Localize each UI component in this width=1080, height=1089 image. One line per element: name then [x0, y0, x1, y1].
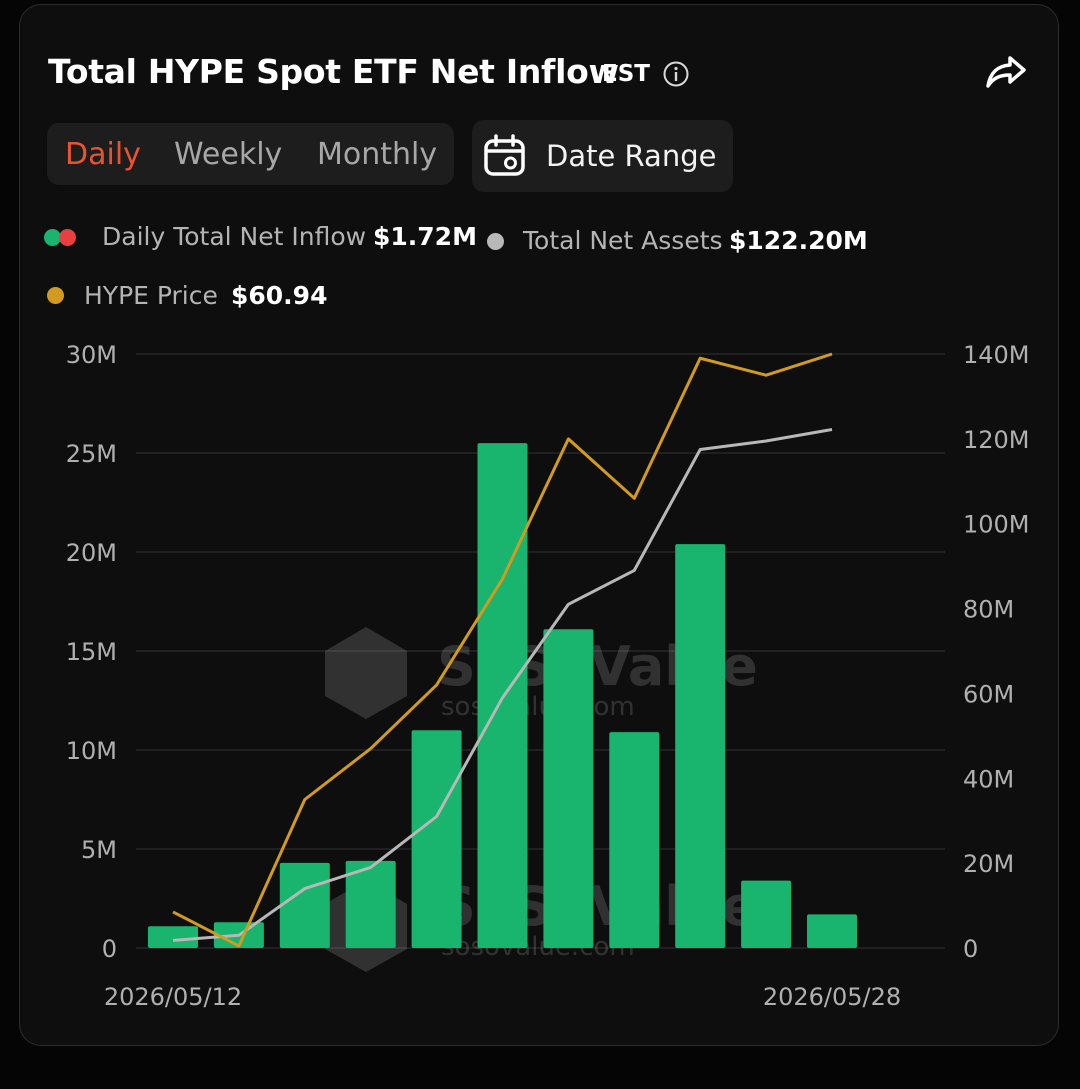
- tab-daily[interactable]: Daily: [65, 137, 141, 172]
- right-tick-label: 100M: [963, 511, 1030, 539]
- watermark-logo: [325, 627, 407, 719]
- tab-weekly[interactable]: Weekly: [174, 137, 283, 172]
- watermark-url: sosovalue.com: [441, 692, 635, 722]
- legend-inflow-value: $1.72M: [373, 222, 477, 251]
- inflow-bar: [148, 926, 198, 948]
- price-dot: [47, 287, 64, 304]
- left-tick-label: 25M: [66, 440, 117, 468]
- right-tick-label: 60M: [963, 680, 1014, 708]
- date-range-label: Date Range: [546, 139, 717, 173]
- assets-dot: [487, 233, 504, 250]
- inflow-bar: [345, 860, 396, 948]
- inflow-bar: [807, 914, 857, 948]
- date-range-button[interactable]: Date Range: [472, 120, 733, 192]
- left-tick-label: 5M: [81, 836, 117, 864]
- right-tick-label: 20M: [963, 850, 1014, 878]
- inflow-bar: [411, 730, 462, 948]
- left-tick-label: 0: [102, 935, 117, 963]
- watermark-url-2: sosovalue.com: [441, 932, 635, 962]
- x-label-last: 2026/05/28: [763, 983, 901, 1011]
- legend-assets-value: $122.20M: [729, 226, 868, 255]
- period-tabs: Daily Weekly Monthly: [47, 123, 454, 185]
- legend-price-value: $60.94: [231, 281, 328, 310]
- legend-inflow-label: Daily Total Net Inflow: [102, 222, 367, 251]
- inflow-bar: [741, 880, 792, 948]
- series-lines: [172, 352, 833, 948]
- left-axis-ticks: 0 5M 10M 15M 20M 25M 30M: [66, 341, 117, 963]
- right-tick-label: 40M: [963, 765, 1014, 793]
- x-label-first: 2026/05/12: [104, 983, 242, 1011]
- inflow-bar: [609, 732, 660, 948]
- info-icon[interactable]: [662, 60, 690, 88]
- left-tick-label: 20M: [66, 539, 117, 567]
- legend-price-label: HYPE Price: [84, 281, 218, 310]
- share-icon[interactable]: [984, 54, 1028, 90]
- right-tick-label: 0: [963, 935, 978, 963]
- inflow-dot-positive: [44, 229, 61, 246]
- right-tick-label: 80M: [963, 596, 1014, 624]
- inflow-bar: [543, 629, 594, 948]
- inflow-bars: [148, 443, 857, 948]
- page-title: Total HYPE Spot ETF Net Inflow: [48, 52, 619, 91]
- right-tick-label: 120M: [963, 426, 1030, 454]
- right-axis-ticks: 0 20M 40M 60M 80M 100M 120M 140M: [963, 341, 1030, 963]
- left-tick-label: 15M: [66, 638, 117, 666]
- timezone-label: EST: [602, 61, 650, 87]
- legend-assets-label: Total Net Assets: [523, 226, 723, 255]
- right-tick-label: 140M: [963, 341, 1030, 369]
- inflow-dot-negative: [59, 229, 76, 246]
- hype-price-line: [172, 352, 833, 948]
- total-net-assets-line: [172, 428, 833, 942]
- inflow-bar: [279, 862, 330, 948]
- tab-monthly[interactable]: Monthly: [317, 137, 438, 172]
- inflow-bar: [675, 544, 726, 948]
- left-tick-label: 30M: [66, 341, 117, 369]
- calendar-icon: [484, 134, 525, 176]
- left-tick-label: 10M: [66, 737, 117, 765]
